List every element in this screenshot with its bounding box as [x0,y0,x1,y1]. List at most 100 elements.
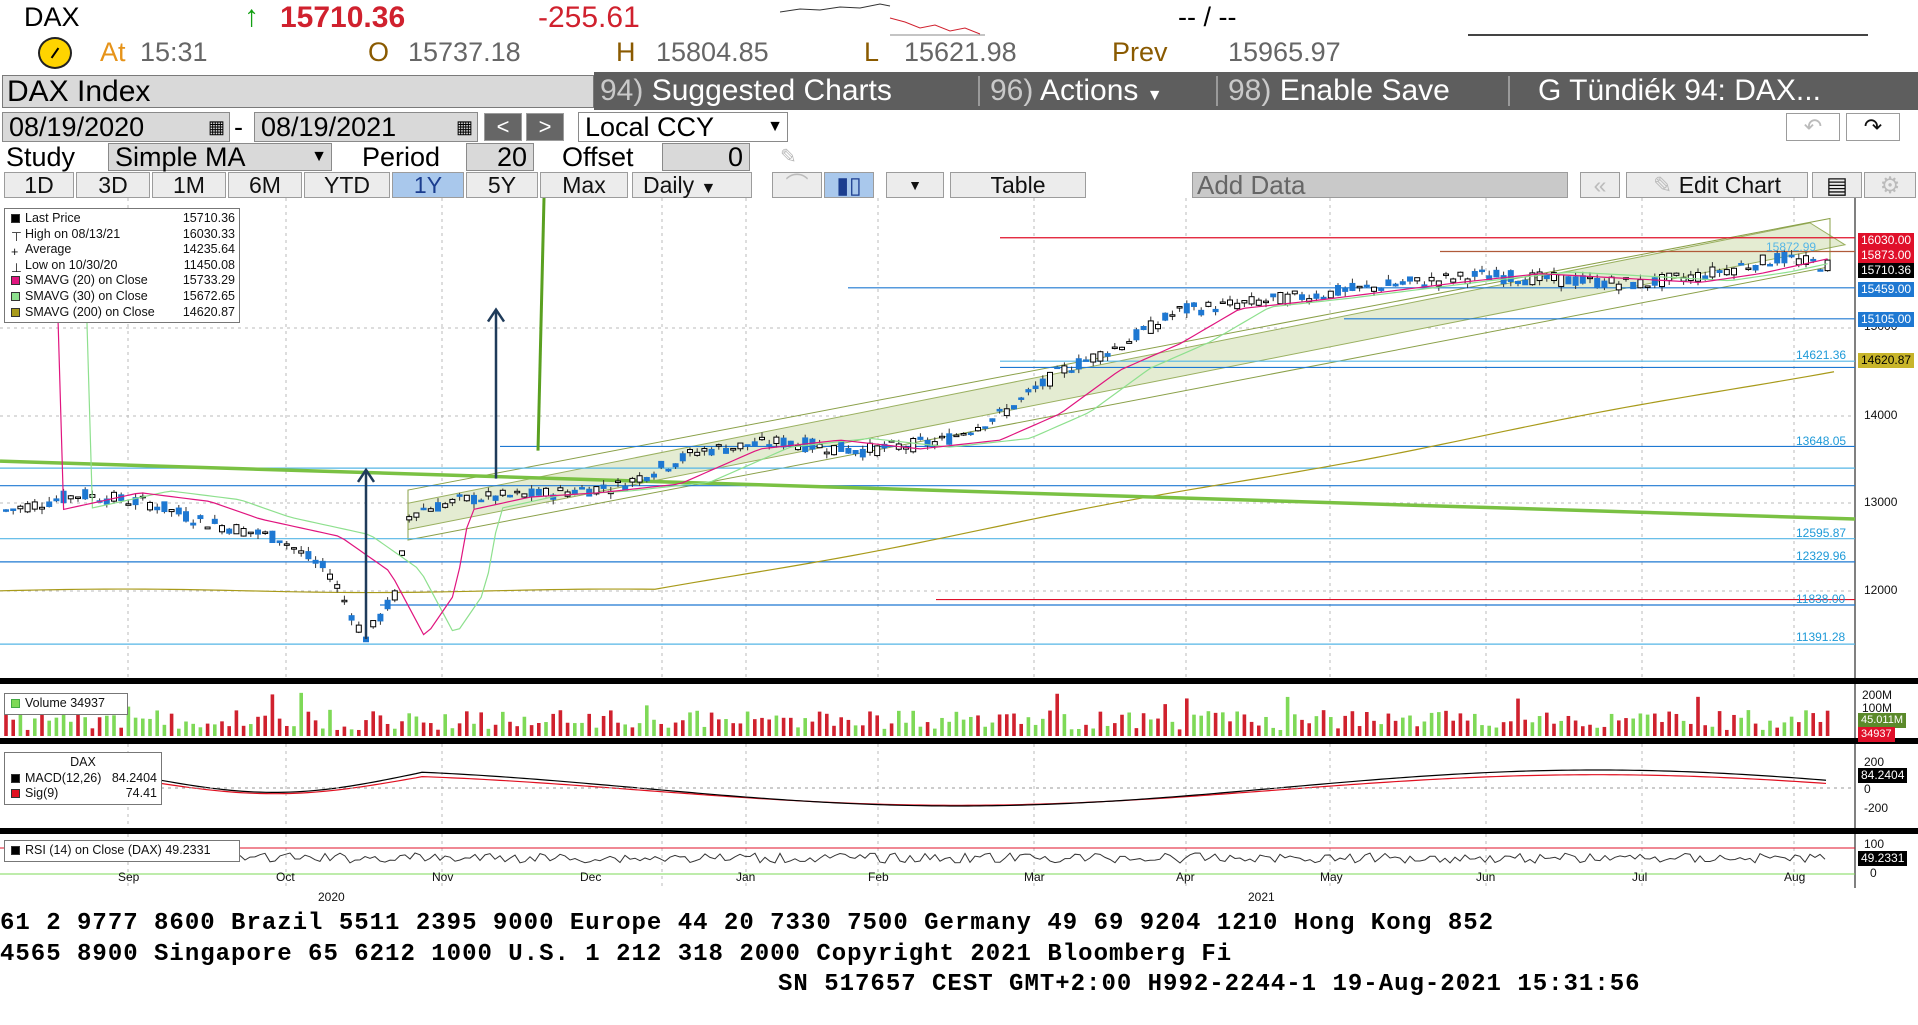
chart-canvas[interactable] [0,198,1918,888]
candle-body [910,438,917,453]
candle-body [1457,271,1464,277]
range-max-button[interactable]: Max [540,172,628,198]
candle-body [1803,255,1809,265]
at-label: At [100,37,126,67]
add-data-field[interactable]: Add Data [1192,172,1568,198]
chart-title[interactable]: G Tündiék 94: DAX... [1538,74,1821,107]
pencil-icon[interactable]: ✎ [780,146,797,168]
candle-body [1277,292,1284,305]
actions-button[interactable]: 96) Actions ▼ [990,74,1163,108]
candle-body [1587,276,1593,280]
enable-save-label: Enable Save [1279,74,1450,107]
candle-body [219,525,225,533]
table-button[interactable]: Table [950,172,1086,198]
end-date-field[interactable]: 08/19/2021 ▦ [254,112,478,142]
volume-tick: 100M [1862,701,1893,715]
candle-body [233,524,240,535]
start-date-field[interactable]: 08/19/2020 ▦ [2,112,230,142]
menu-strip [594,72,1918,110]
range-toolbar: 1D 3D 1M 6M YTD 1Y 5Y Max Daily ▼ ⌒ ▮▯ ▼… [0,172,1918,198]
candle-body [377,613,384,622]
volume-bar [306,711,311,736]
candle-body [1615,283,1622,291]
currency-select[interactable]: Local CCY ▼ [578,112,788,142]
line-chart-icon[interactable]: ⌒ [772,172,822,198]
study-select[interactable]: Simple MA ▼ [108,143,332,171]
range-1y-button[interactable]: 1Y [392,172,464,198]
candle-body [924,439,931,446]
collapse-icon[interactable]: « [1580,172,1620,198]
volume-bar [810,721,815,736]
candle-body [211,518,218,524]
gear-icon[interactable]: ⚙ [1864,172,1916,198]
previous-period-button[interactable]: < [484,113,522,141]
candle-body [723,447,729,454]
candle-body [1342,287,1349,292]
candle-body [651,473,657,478]
calendar-icon[interactable]: ▦ [207,117,225,137]
candle-body [17,505,24,510]
legend-value: 74.41 [125,786,157,801]
volume-bar [335,729,339,736]
range-1m-button[interactable]: 1M [152,172,226,198]
volume-bar [868,711,872,736]
candle-body [1767,263,1773,267]
candle-body [1817,269,1824,272]
volume-bar [1213,712,1218,736]
range-3d-button[interactable]: 3D [76,172,150,198]
range-1d-button[interactable]: 1D [4,172,74,198]
candle-body [1644,285,1651,288]
volume-bar [1552,723,1556,736]
actions-number: 96) [990,74,1034,107]
next-period-button[interactable]: > [526,113,564,141]
level-label: 14621.36 [1796,348,1847,362]
candle-body [1709,266,1716,278]
legend-value: 11450.08 [183,257,235,272]
volume-bar [587,713,591,736]
chart-type-caret-icon[interactable]: ▼ [886,172,944,198]
candlestick-icon[interactable]: ▮▯ [824,172,874,198]
candle-body [823,451,830,455]
volume-bar [371,711,375,736]
intraday-sparkline [780,3,985,36]
volume-bar [292,726,296,736]
candle-body [1212,308,1219,313]
volume-bar [443,714,447,736]
security-field[interactable]: DAX Index [2,75,594,108]
volume-bar [666,727,671,736]
volume-bar [630,727,635,736]
redo-icon: ↷ [1863,114,1883,139]
volume-bar [1005,714,1009,736]
range-5y-button[interactable]: 5Y [466,172,538,198]
period-field[interactable]: 20 [466,143,534,171]
volume-bar [1458,713,1463,736]
volume-bar [1732,714,1736,736]
chart-settings-icon[interactable]: ▤ [1812,172,1862,198]
range-6m-button[interactable]: 6M [228,172,302,198]
volume-bar [983,726,987,736]
offset-field[interactable]: 0 [662,143,750,171]
x-month: Oct [276,870,295,884]
volume-bar [1653,713,1657,736]
candle-body [1147,320,1154,334]
edit-chart-button[interactable]: ✎ Edit Chart [1626,172,1808,198]
redo-button[interactable]: ↷ [1846,113,1900,141]
enable-save-button[interactable]: 98) Enable Save [1228,74,1450,108]
study-label: Study [6,142,76,172]
chart-area[interactable]: Last Price 15710.36 ⊤ High on 08/13/21 1603… [0,198,1918,888]
range-ytd-button[interactable]: YTD [304,172,390,198]
volume-bar [1408,715,1412,736]
volume-bar [1545,712,1549,736]
frequency-select[interactable]: Daily ▼ [632,172,752,198]
candle-body [1039,378,1046,387]
panel-divider [0,678,1918,684]
quote-time: 15:31 [140,37,208,67]
candle-body [1075,358,1082,370]
undo-button[interactable]: ↶ [1786,113,1840,141]
suggested-charts-button[interactable]: 94) Suggested Charts [600,74,892,108]
candle-body [859,448,866,458]
volume-bar [25,729,30,736]
calendar-icon[interactable]: ▦ [455,117,473,137]
volume-last-box: 34937 [1858,727,1895,742]
speedometer-icon[interactable] [38,37,72,69]
